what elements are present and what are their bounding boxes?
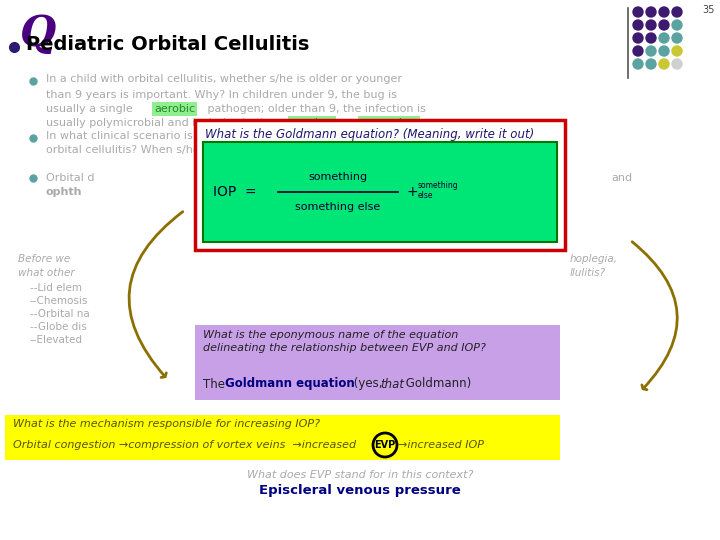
Text: Episcleral venous pressure: Episcleral venous pressure: [259, 484, 461, 497]
Circle shape: [633, 46, 643, 56]
Text: else: else: [418, 192, 433, 200]
Text: What is the eponymous name of the equation
delineating the relationship between : What is the eponymous name of the equati…: [203, 330, 486, 353]
Text: Goldmann): Goldmann): [402, 377, 472, 390]
Text: llulitis?: llulitis?: [570, 268, 606, 278]
Text: EVP: EVP: [374, 440, 395, 450]
Circle shape: [672, 59, 682, 69]
Circle shape: [633, 59, 643, 69]
Text: +: +: [406, 185, 418, 199]
Circle shape: [633, 20, 643, 30]
Text: The: The: [203, 377, 229, 390]
Text: --Orbital na: --Orbital na: [30, 309, 90, 319]
Text: --Globe dis: --Globe dis: [30, 322, 86, 332]
Circle shape: [633, 33, 643, 43]
Circle shape: [659, 20, 669, 30]
Text: What is the Goldmann equation? (Meaning, write it out): What is the Goldmann equation? (Meaning,…: [205, 128, 534, 141]
Text: What is the mechanism responsible for increasing IOP?: What is the mechanism responsible for in…: [13, 419, 320, 429]
Text: usually polymicrobial and includes both: usually polymicrobial and includes both: [46, 118, 271, 128]
Text: 35: 35: [703, 5, 715, 15]
Text: something else: something else: [295, 202, 381, 212]
Text: Goldmann equation: Goldmann equation: [225, 377, 355, 390]
Circle shape: [646, 33, 656, 43]
Text: and: and: [337, 118, 365, 128]
Text: ophth: ophth: [46, 187, 83, 197]
Circle shape: [646, 59, 656, 69]
Text: aerobes: aerobes: [290, 118, 335, 128]
Text: (yes,: (yes,: [350, 377, 386, 390]
Text: →increased IOP: →increased IOP: [398, 440, 484, 450]
Text: aerobic: aerobic: [154, 104, 195, 114]
Text: pathogen; older than 9, the infection is: pathogen; older than 9, the infection is: [204, 104, 426, 114]
Text: IOP  =: IOP =: [213, 185, 256, 199]
Circle shape: [672, 7, 682, 17]
Circle shape: [633, 7, 643, 17]
Text: orbital cellulitis? When s/he is immunocompromised: orbital cellulitis? When s/he is immunoc…: [46, 145, 337, 155]
Text: that: that: [380, 377, 404, 390]
Circle shape: [646, 20, 656, 30]
Text: than 9 years is important. Why? In children under 9, the bug is: than 9 years is important. Why? In child…: [46, 90, 397, 100]
Text: something: something: [308, 172, 368, 182]
FancyBboxPatch shape: [5, 415, 560, 460]
FancyBboxPatch shape: [195, 325, 560, 400]
Circle shape: [659, 33, 669, 43]
Text: and: and: [611, 173, 632, 183]
Text: --Lid elem: --Lid elem: [30, 283, 82, 293]
Text: Q: Q: [20, 13, 56, 55]
Circle shape: [672, 33, 682, 43]
FancyBboxPatch shape: [195, 120, 565, 250]
Circle shape: [659, 46, 669, 56]
Text: Pediatric Orbital Cellulitis: Pediatric Orbital Cellulitis: [26, 35, 310, 53]
Text: What does EVP stand for in this context?: What does EVP stand for in this context?: [247, 470, 473, 480]
Circle shape: [672, 46, 682, 56]
Text: hoplegia,: hoplegia,: [570, 254, 618, 264]
Text: Before we: Before we: [18, 254, 71, 264]
Circle shape: [659, 7, 669, 17]
Text: --Elevated: --Elevated: [30, 335, 83, 345]
Text: Orbital d: Orbital d: [46, 173, 94, 183]
Text: something: something: [418, 181, 459, 191]
Circle shape: [672, 20, 682, 30]
Circle shape: [646, 7, 656, 17]
FancyBboxPatch shape: [203, 142, 557, 242]
Circle shape: [646, 46, 656, 56]
Text: what other: what other: [18, 268, 75, 278]
Text: In what clinical scenario is a young child at risk for polymicrobial: In what clinical scenario is a young chi…: [46, 131, 407, 141]
Text: usually a single: usually a single: [46, 104, 136, 114]
Text: Orbital congestion →compression of vortex veins  →increased: Orbital congestion →compression of vorte…: [13, 440, 356, 450]
Text: --Chemosis: --Chemosis: [30, 296, 89, 306]
Circle shape: [659, 59, 669, 69]
Text: In a child with orbital cellulitis, whether s/he is older or younger: In a child with orbital cellulitis, whet…: [46, 74, 402, 84]
Text: anaerobes: anaerobes: [360, 118, 418, 128]
